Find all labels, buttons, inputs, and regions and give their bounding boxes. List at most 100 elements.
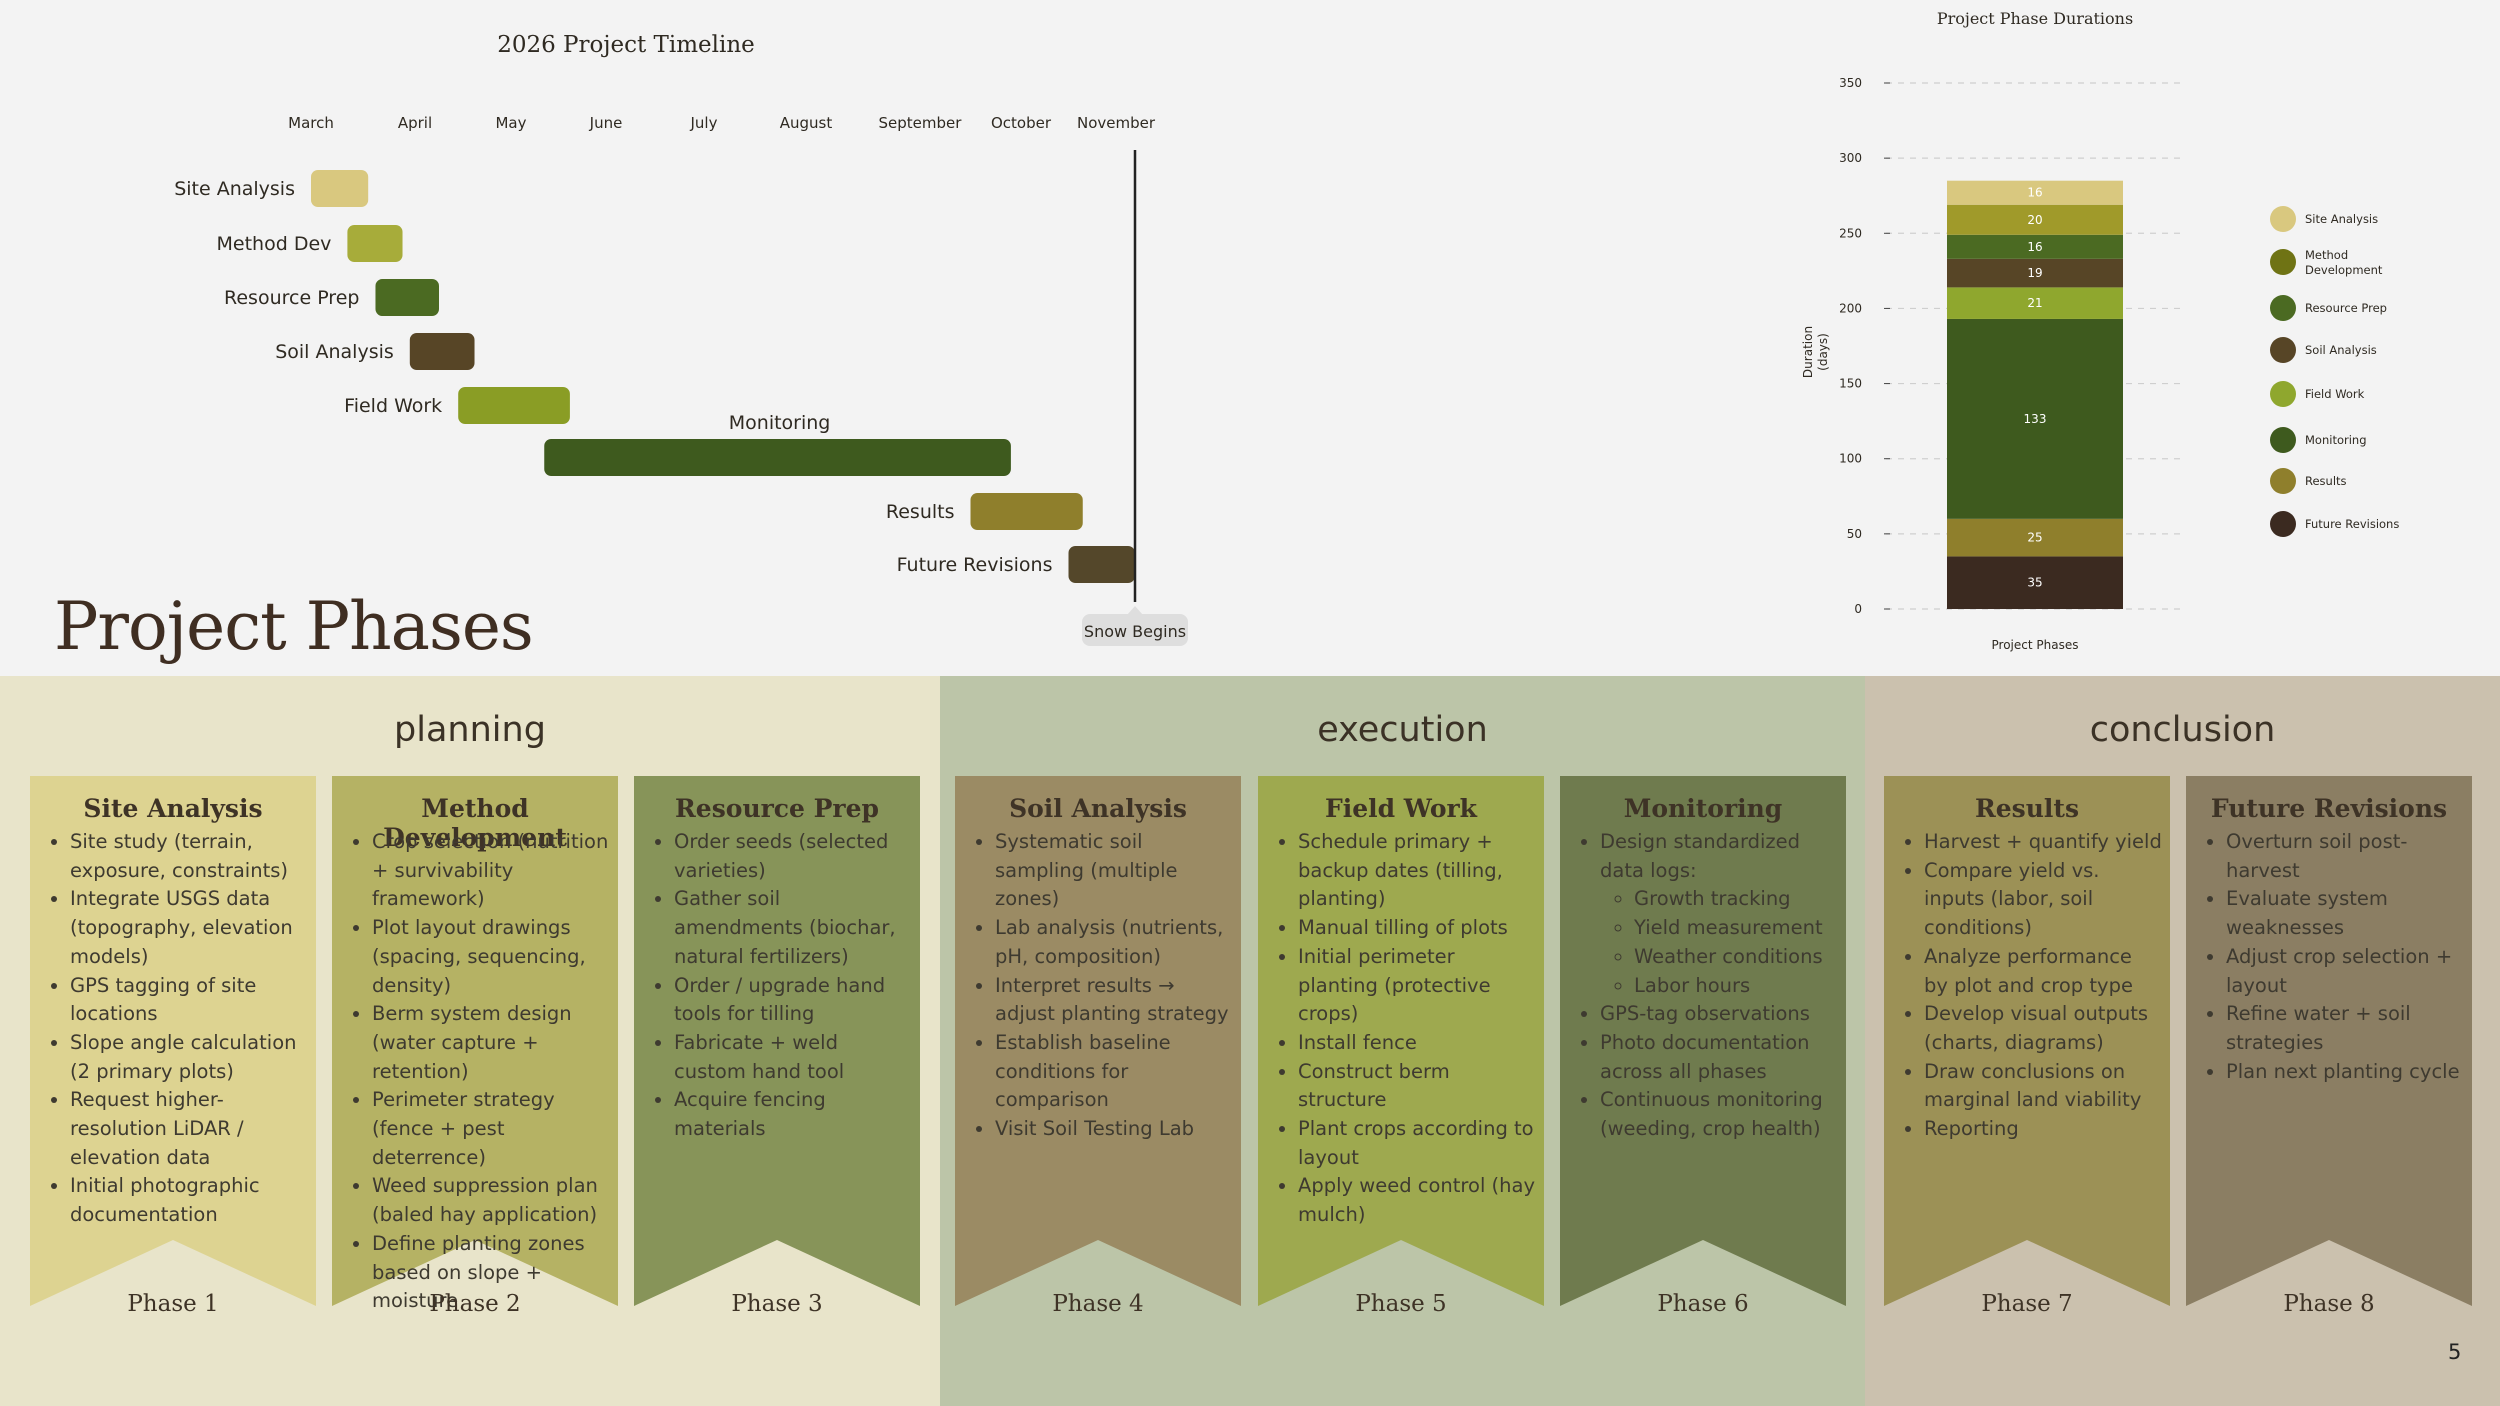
y-tick-label: 150 [1839, 377, 1862, 391]
bullet-text: Adjust crop selection + layout [2226, 944, 2453, 997]
data-label: 19 [2027, 266, 2042, 280]
data-label: 25 [2027, 531, 2042, 545]
bullet-text: Plant crops according to layout [1298, 1117, 1534, 1169]
phase-label: Phase 3 [731, 1291, 823, 1317]
bullet-item: GPS-tag observations [1600, 1000, 1838, 1029]
gantt-bar [409, 333, 475, 370]
bar-segment [1947, 518, 2123, 557]
gantt-label: Method Dev [217, 233, 332, 255]
bullet-item: Adjust crop selection + layout [2226, 943, 2464, 1000]
marker-label: Snow Begins [1084, 622, 1186, 641]
bar-segment [1947, 556, 2123, 609]
bullet-text: Refine water + soil strategies [2226, 1002, 2411, 1054]
bullet-text: Construct berm structure [1298, 1059, 1450, 1112]
bullet-text: Manual tilling of plots [1298, 916, 1508, 940]
bullet-text: Site study (terrain, exposure, constrain… [70, 830, 288, 882]
bullet-item: Manual tilling of plots [1298, 914, 1536, 943]
sub-bullet-item: Labor hours [1634, 972, 1838, 1001]
bullet-text: Order / upgrade hand tools for tilling [674, 973, 886, 1026]
data-label: 35 [2027, 576, 2042, 590]
card-title: Resource Prep [675, 794, 879, 823]
bullet-text: Harvest + quantify yield [1924, 830, 2162, 853]
durations-chart: Project Phase Durations 0 50 100 150 200 250 30… [1801, 9, 2399, 652]
bullet-text: Install fence [1298, 1030, 1417, 1054]
bullet-item: Site study (terrain, exposure, constrain… [70, 828, 308, 885]
bullet-item: Harvest + quantify yield [1924, 828, 2162, 857]
page-title: Project Phases [54, 588, 534, 665]
bullet-text: Crop selection (nutrition + survivabilit… [372, 830, 609, 911]
bullet-text: Initial photographic documentation [70, 1174, 260, 1227]
bullet-item: Compare yield vs. inputs (labor, soil co… [1924, 857, 2162, 943]
bullet-text: Berm system design (water capture + rete… [372, 1002, 572, 1083]
card-bullets: Crop selection (nutrition + survivabilit… [332, 828, 618, 1316]
card-banner [1560, 776, 1846, 1306]
phase-label: Phase 5 [1355, 1291, 1447, 1317]
phase-card-5: Field Work Schedule primary + backup date… [1258, 776, 1544, 1317]
legend-label: Soil Analysis [2305, 343, 2377, 357]
marker-pointer [1127, 606, 1143, 615]
bullet-text: Schedule primary + backup dates (tilling… [1298, 830, 1503, 911]
bullet-item: Gather soil amendments (biochar, natural… [674, 885, 912, 971]
bullet-text: Lab analysis (nutrients, pH, composition… [995, 916, 1224, 968]
bullet-item: Crop selection (nutrition + survivabilit… [372, 828, 610, 914]
legend-label: Resource Prep [2305, 301, 2387, 315]
card-bullets: Order seeds (selected varieties)Gather s… [634, 828, 920, 1144]
month-label: May [495, 114, 526, 132]
bullet-text: GPS-tag observations [1600, 1002, 1810, 1026]
bullet-text: Fabricate + weld custom hand tool [674, 1030, 845, 1083]
bullet-item: Request higher-resolution LiDAR / elevat… [70, 1086, 308, 1172]
phase-label: Phase 1 [127, 1291, 219, 1317]
bullet-item: Draw conclusions on marginal land viabil… [1924, 1058, 2162, 1115]
bullet-item: GPS tagging of site locations [70, 972, 308, 1029]
bullet-item: Construct berm structure [1298, 1058, 1536, 1115]
legend-label: Results [2305, 474, 2347, 488]
bullet-text: Request higher-resolution LiDAR / elevat… [70, 1088, 244, 1169]
gantt-bar [375, 279, 439, 316]
month-label: April [398, 114, 432, 132]
timeline-chart: 2026 Project Timeline March April May June Ju… [174, 32, 1188, 646]
bar-segment [1947, 318, 2123, 519]
month-label: November [1077, 114, 1156, 132]
sub-bullet-item: Yield measurement [1634, 914, 1838, 943]
data-label: 16 [2027, 186, 2042, 200]
card-title: Field Work [1324, 794, 1478, 823]
bullet-text: Initial perimeter planting (protective c… [1298, 944, 1491, 1026]
month-label: September [879, 114, 963, 132]
card-title: Results [1974, 794, 2080, 823]
bullet-item: Design standardized data logs:Growth tra… [1600, 828, 1838, 1000]
gantt-bar [458, 387, 570, 424]
bullet-text: Weed suppression plan (baled hay applica… [372, 1174, 598, 1227]
bullet-item: Interpret results → adjust planting stra… [995, 972, 1233, 1029]
phase-card-8: Future Revisions Overturn soil post-harve… [2186, 776, 2472, 1317]
bullet-item: Systematic soil sampling (multiple zones… [995, 828, 1233, 914]
bullet-item: Perimeter strategy (fence + pest deterre… [372, 1086, 610, 1172]
card-title: Future Revisions [2210, 794, 2448, 823]
bullet-item: Reporting [1924, 1115, 2162, 1144]
y-tick-label: 0 [1854, 602, 1862, 616]
gantt-bar [544, 439, 1011, 476]
bullet-item: Order / upgrade hand tools for tilling [674, 972, 912, 1029]
page-number: 5 [2448, 1340, 2462, 1364]
bullet-text: Visit Soil Testing Lab [995, 1117, 1195, 1141]
gantt-label: Soil Analysis [275, 341, 394, 363]
bullet-item: Weed suppression plan (baled hay applica… [372, 1172, 610, 1229]
bullet-item: Establish baseline conditions for compar… [995, 1029, 1233, 1115]
group-title: planning [394, 710, 546, 750]
bullet-item: Apply weed control (hay mulch) [1298, 1172, 1536, 1229]
bullet-item: Lab analysis (nutrients, pH, composition… [995, 914, 1233, 971]
y-tick-label: 300 [1839, 151, 1862, 165]
card-banner [30, 776, 316, 1306]
bullet-item: Initial perimeter planting (protective c… [1298, 943, 1536, 1029]
legend-label: Site Analysis [2305, 212, 2378, 226]
bar-segment [1947, 234, 2123, 259]
month-label: March [288, 114, 334, 132]
bullet-item: Visit Soil Testing Lab [995, 1115, 1233, 1144]
y-tick-label: 350 [1839, 76, 1862, 90]
phase-card-7: Results Harvest + quantify yield Compare y… [1884, 776, 2170, 1317]
card-banner [1884, 776, 2170, 1306]
legend-swatch [2270, 381, 2296, 407]
legend-swatch [2270, 337, 2296, 363]
legend-swatch [2270, 427, 2296, 453]
card-bullets: Harvest + quantify yield Compare yield vs… [1884, 828, 2170, 1144]
card-bullets: Site study (terrain, exposure, constrain… [30, 828, 316, 1230]
